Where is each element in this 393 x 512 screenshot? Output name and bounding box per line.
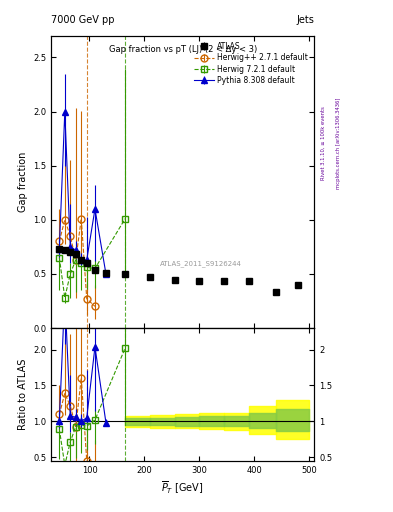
Text: mcplots.cern.ch [arXiv:1306.3436]: mcplots.cern.ch [arXiv:1306.3436] xyxy=(336,98,341,189)
Text: ATLAS_2011_S9126244: ATLAS_2011_S9126244 xyxy=(160,260,242,267)
Text: Rivet 3.1.10, ≥ 100k events: Rivet 3.1.10, ≥ 100k events xyxy=(320,106,325,180)
Text: Gap fraction vs pT (LJ) (2 < Δy < 3): Gap fraction vs pT (LJ) (2 < Δy < 3) xyxy=(108,45,257,54)
Text: 7000 GeV pp: 7000 GeV pp xyxy=(51,14,115,25)
Y-axis label: Gap fraction: Gap fraction xyxy=(18,152,28,212)
X-axis label: $\overline{P}_T$ [GeV]: $\overline{P}_T$ [GeV] xyxy=(162,480,204,497)
Text: Jets: Jets xyxy=(297,14,314,25)
Legend: ATLAS, Herwig++ 2.7.1 default, Herwig 7.2.1 default, Pythia 8.308 default: ATLAS, Herwig++ 2.7.1 default, Herwig 7.… xyxy=(192,39,310,87)
Y-axis label: Ratio to ATLAS: Ratio to ATLAS xyxy=(18,359,28,430)
